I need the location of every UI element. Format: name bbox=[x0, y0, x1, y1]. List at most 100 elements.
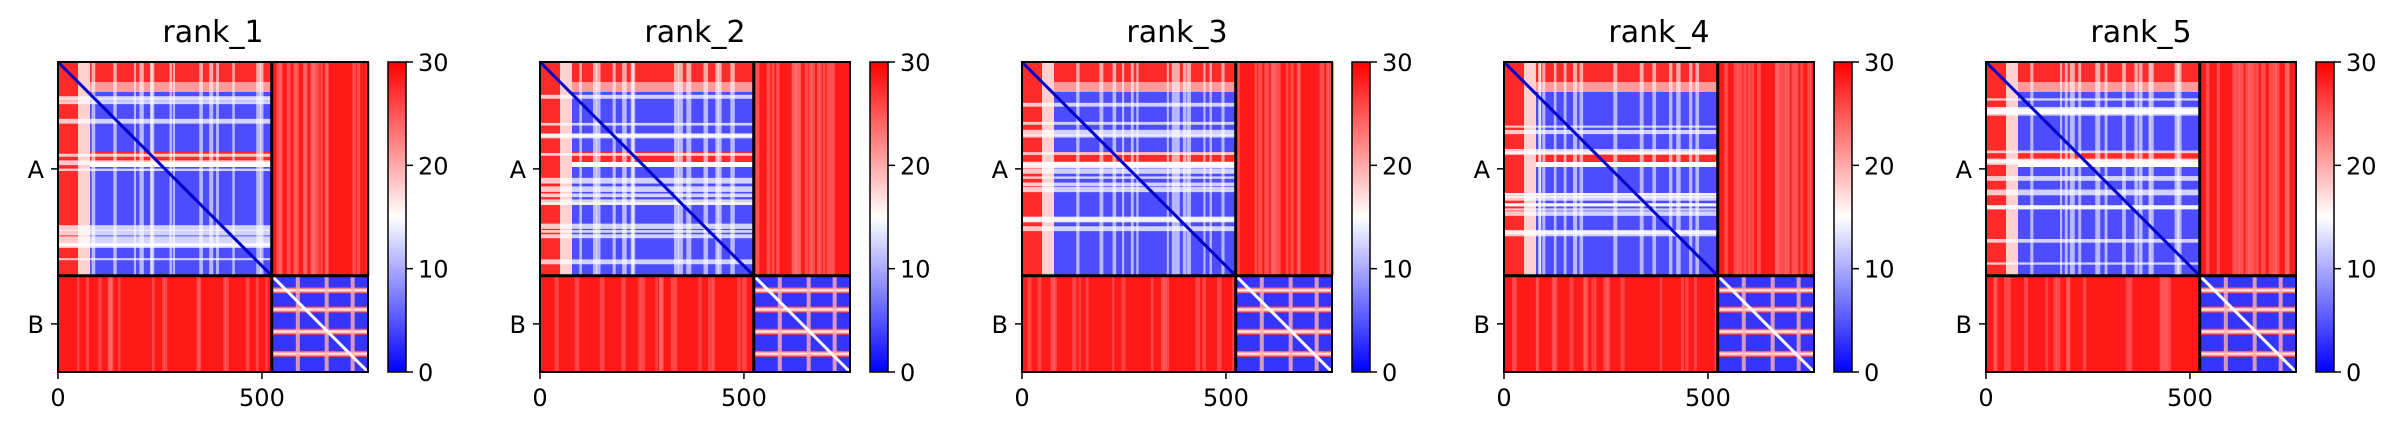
y-tick-label: B bbox=[510, 311, 526, 339]
stripe bbox=[796, 62, 802, 276]
stripe bbox=[1583, 275, 1589, 372]
band bbox=[1986, 106, 2200, 113]
band bbox=[1504, 193, 1718, 198]
axes-frame bbox=[57, 61, 369, 373]
band bbox=[169, 62, 172, 276]
band bbox=[540, 186, 754, 192]
heatmap-matrix bbox=[1020, 60, 1335, 374]
colorbar-gradient bbox=[387, 61, 407, 373]
band bbox=[2199, 350, 2296, 357]
colorbar: 0 10 20 30 bbox=[1351, 49, 1413, 387]
band bbox=[592, 62, 597, 276]
band bbox=[540, 193, 754, 198]
stripe bbox=[118, 275, 121, 372]
band bbox=[1504, 152, 1718, 162]
stripe bbox=[710, 275, 713, 372]
heatmap-panel-4: rank_4 0 500 A B 0 10 20 30 bbox=[1474, 15, 1895, 412]
band bbox=[540, 62, 560, 276]
band bbox=[1504, 196, 1718, 201]
band bbox=[271, 306, 368, 313]
band bbox=[540, 230, 754, 233]
stripe bbox=[1236, 62, 1240, 276]
stripe bbox=[1264, 62, 1270, 276]
stripe bbox=[223, 275, 227, 372]
band bbox=[1504, 162, 1718, 167]
band bbox=[540, 177, 754, 184]
band bbox=[1504, 82, 1718, 92]
colorbar-tick-label: 0 bbox=[418, 359, 433, 387]
band bbox=[1579, 62, 1584, 276]
band bbox=[1796, 275, 1801, 372]
colorbar-tick-label: 30 bbox=[2346, 49, 2377, 77]
band bbox=[1022, 168, 1236, 174]
stripe bbox=[1078, 275, 1081, 372]
band bbox=[540, 152, 754, 156]
stripe bbox=[1784, 62, 1789, 276]
stripe bbox=[2255, 62, 2259, 276]
stripe bbox=[1328, 62, 1333, 276]
band bbox=[1538, 62, 1542, 276]
band bbox=[58, 243, 272, 246]
band bbox=[1022, 217, 1236, 223]
band bbox=[133, 62, 137, 276]
stripe bbox=[2053, 275, 2057, 372]
stripe bbox=[196, 275, 202, 372]
band bbox=[1504, 231, 1718, 237]
colorbar-tick-label: 20 bbox=[1864, 152, 1895, 180]
band bbox=[1022, 121, 1236, 125]
stripe bbox=[2216, 62, 2220, 276]
stripe bbox=[303, 62, 307, 276]
band bbox=[540, 133, 754, 138]
stripe bbox=[2166, 275, 2172, 372]
band bbox=[1689, 62, 1693, 276]
stripe bbox=[1603, 275, 1609, 372]
band bbox=[1986, 158, 2200, 164]
stripe bbox=[1162, 275, 1166, 372]
stripe bbox=[776, 62, 780, 276]
band bbox=[2069, 62, 2075, 276]
colorbar-tick-label: 30 bbox=[900, 49, 931, 77]
heatmap-matrix bbox=[538, 60, 852, 374]
stripe bbox=[599, 275, 605, 372]
stripe bbox=[2082, 275, 2087, 372]
panel-title: rank_5 bbox=[2090, 15, 2191, 50]
block-B-A bbox=[1022, 275, 1236, 372]
band bbox=[1022, 152, 1236, 155]
diagonal bbox=[1234, 274, 1334, 374]
colorbar-tick-label: 0 bbox=[1382, 359, 1397, 387]
band bbox=[540, 234, 754, 239]
colorbar-tick-label: 10 bbox=[1864, 256, 1895, 284]
band bbox=[1504, 151, 1718, 155]
x-tick-label: 500 bbox=[1685, 384, 1731, 412]
stripe bbox=[2272, 62, 2276, 276]
diagonal bbox=[538, 60, 755, 277]
band bbox=[1504, 208, 1718, 211]
stripe bbox=[810, 62, 816, 276]
band bbox=[1986, 150, 2200, 154]
band bbox=[2095, 62, 2101, 276]
band bbox=[596, 62, 601, 276]
stripe bbox=[674, 275, 678, 372]
band bbox=[209, 62, 214, 276]
band bbox=[1986, 109, 2200, 116]
stripe bbox=[2162, 275, 2166, 372]
stripe bbox=[1680, 275, 1685, 372]
stripe bbox=[1800, 62, 1804, 276]
stripe bbox=[1551, 275, 1556, 372]
band bbox=[1717, 350, 1814, 357]
band bbox=[560, 62, 572, 276]
band bbox=[1717, 328, 1814, 335]
stripe bbox=[324, 62, 329, 276]
band bbox=[2060, 62, 2063, 276]
band bbox=[540, 152, 754, 162]
stripe bbox=[245, 275, 250, 372]
stripe bbox=[638, 275, 642, 372]
stripe bbox=[1659, 275, 1663, 372]
stripe bbox=[1747, 62, 1752, 276]
stripe bbox=[1195, 275, 1200, 372]
stripe bbox=[2164, 275, 2169, 372]
band bbox=[686, 62, 692, 276]
stripe bbox=[1606, 275, 1611, 372]
band bbox=[540, 199, 754, 206]
stripe bbox=[305, 62, 308, 276]
